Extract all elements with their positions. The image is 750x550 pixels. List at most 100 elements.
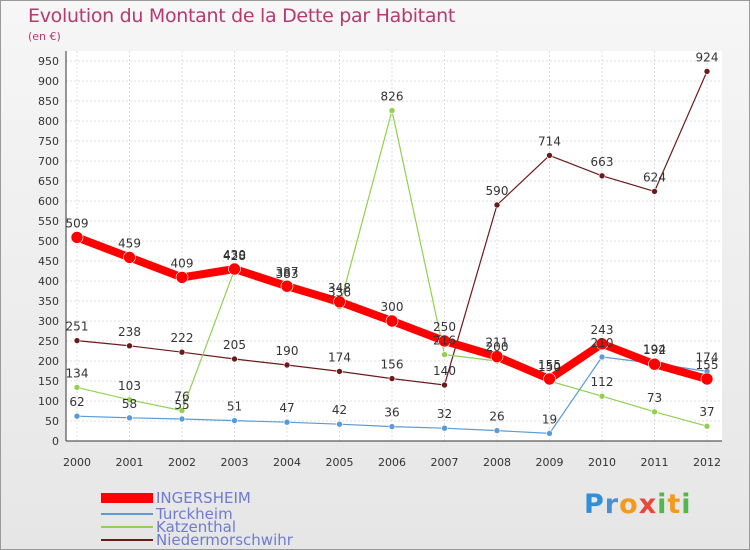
data-label: 383 (276, 267, 299, 281)
data-label: 103 (118, 379, 141, 393)
data-point-ingersheim (333, 295, 346, 309)
logo-letter: r (604, 489, 620, 520)
logo-letter: t (667, 489, 682, 520)
data-point-ingersheim (70, 231, 84, 244)
y-tick-label: 0 (52, 435, 59, 448)
data-label: 714 (538, 134, 561, 148)
data-point-turckheim (231, 417, 238, 424)
data-label: 150 (538, 360, 561, 374)
legend-swatch (101, 513, 153, 515)
legend-label: INGERSHEIM (156, 489, 251, 507)
data-label: 32 (437, 407, 452, 421)
data-point-katzenthal (651, 408, 658, 416)
data-label: 348 (328, 281, 351, 295)
x-tick-label: 2012 (693, 456, 721, 469)
x-tick-label: 2011 (641, 456, 669, 469)
x-tick-label: 2006 (378, 456, 406, 469)
data-label: 174 (696, 350, 719, 364)
data-point-niedermorschwihr (231, 355, 238, 363)
data-label: 222 (171, 331, 194, 345)
data-label: 155 (696, 358, 719, 372)
data-point-turckheim (126, 414, 133, 422)
y-tick-label: 300 (38, 315, 59, 328)
data-point-turckheim (546, 430, 553, 437)
data-point-niedermorschwihr (546, 152, 553, 159)
data-label: 336 (328, 286, 351, 300)
y-tick-label: 250 (38, 335, 59, 348)
data-point-katzenthal (388, 107, 396, 114)
data-point-ingersheim (280, 279, 294, 293)
data-point-niedermorschwihr (126, 342, 133, 350)
data-point-ingersheim (543, 372, 556, 386)
y-tick-label: 550 (38, 215, 59, 228)
x-tick-label: 2009 (536, 456, 564, 469)
data-point-katzenthal (126, 396, 133, 404)
x-tick-label: 2003 (221, 456, 249, 469)
proxiti-logo: Proxiti (584, 489, 692, 520)
data-point-katzenthal (73, 384, 81, 391)
x-tick-label: 2004 (273, 456, 301, 469)
data-label: 211 (486, 336, 509, 350)
data-point-turckheim (336, 420, 343, 428)
y-tick-label: 50 (45, 415, 59, 428)
data-label: 155 (538, 358, 561, 372)
y-tick-label: 650 (38, 175, 59, 188)
legend-swatch (101, 539, 153, 541)
data-point-niedermorschwihr (283, 361, 291, 369)
y-tick-label: 600 (38, 195, 59, 208)
data-point-ingersheim (648, 357, 661, 371)
data-label: 42 (332, 403, 347, 417)
data-label: 112 (591, 375, 614, 389)
data-label: 428 (223, 249, 246, 263)
data-point-turckheim (283, 418, 291, 426)
y-tick-label: 500 (38, 235, 59, 248)
y-tick-label: 700 (38, 155, 59, 168)
data-label: 47 (279, 401, 294, 415)
legend-swatch (101, 493, 153, 503)
data-label: 205 (223, 338, 246, 352)
x-tick-label: 2008 (483, 456, 511, 469)
y-tick-label: 750 (38, 135, 59, 148)
x-tick-label: 2001 (116, 456, 144, 469)
data-label: 430 (223, 248, 246, 262)
data-label: 194 (643, 342, 666, 356)
data-label: 243 (591, 323, 614, 337)
data-point-niedermorschwihr (598, 172, 606, 180)
y-tick-label: 900 (38, 75, 59, 88)
y-tick-label: 100 (38, 395, 59, 408)
data-label: 26 (489, 410, 504, 424)
data-point-niedermorschwihr (493, 201, 501, 209)
y-tick-label: 400 (38, 275, 59, 288)
y-tick-label: 950 (38, 55, 59, 68)
data-label: 409 (171, 256, 194, 270)
data-point-ingersheim (700, 372, 714, 386)
data-point-ingersheim (175, 271, 189, 284)
data-label: 624 (643, 170, 666, 184)
data-point-turckheim (388, 423, 396, 430)
data-point-niedermorschwihr (73, 337, 81, 344)
legend-label: Katzenthal (156, 518, 237, 536)
data-label: 590 (486, 184, 509, 198)
chart-unit-label: (en €) (28, 30, 61, 43)
data-point-ingersheim (490, 350, 504, 363)
logo-letter: o (619, 489, 639, 520)
data-point-katzenthal (598, 392, 606, 400)
data-label: 156 (381, 358, 404, 372)
data-label: 238 (118, 325, 141, 339)
x-tick-label: 2002 (168, 456, 196, 469)
data-label: 826 (381, 90, 404, 104)
data-label: 509 (66, 216, 89, 230)
y-tick-label: 850 (38, 95, 59, 108)
y-tick-label: 200 (38, 355, 59, 368)
data-label: 210 (591, 336, 614, 350)
logo-letter: x (638, 489, 658, 520)
data-label: 192 (643, 343, 666, 357)
data-label: 62 (69, 395, 84, 409)
data-point-ingersheim (123, 251, 136, 264)
data-label: 37 (699, 405, 714, 419)
legend-label: Niedermorschwihr (156, 531, 293, 549)
x-tick-label: 2000 (63, 456, 91, 469)
data-point-ingersheim (595, 337, 609, 351)
x-tick-label: 2010 (588, 456, 616, 469)
data-label: 134 (66, 366, 89, 380)
